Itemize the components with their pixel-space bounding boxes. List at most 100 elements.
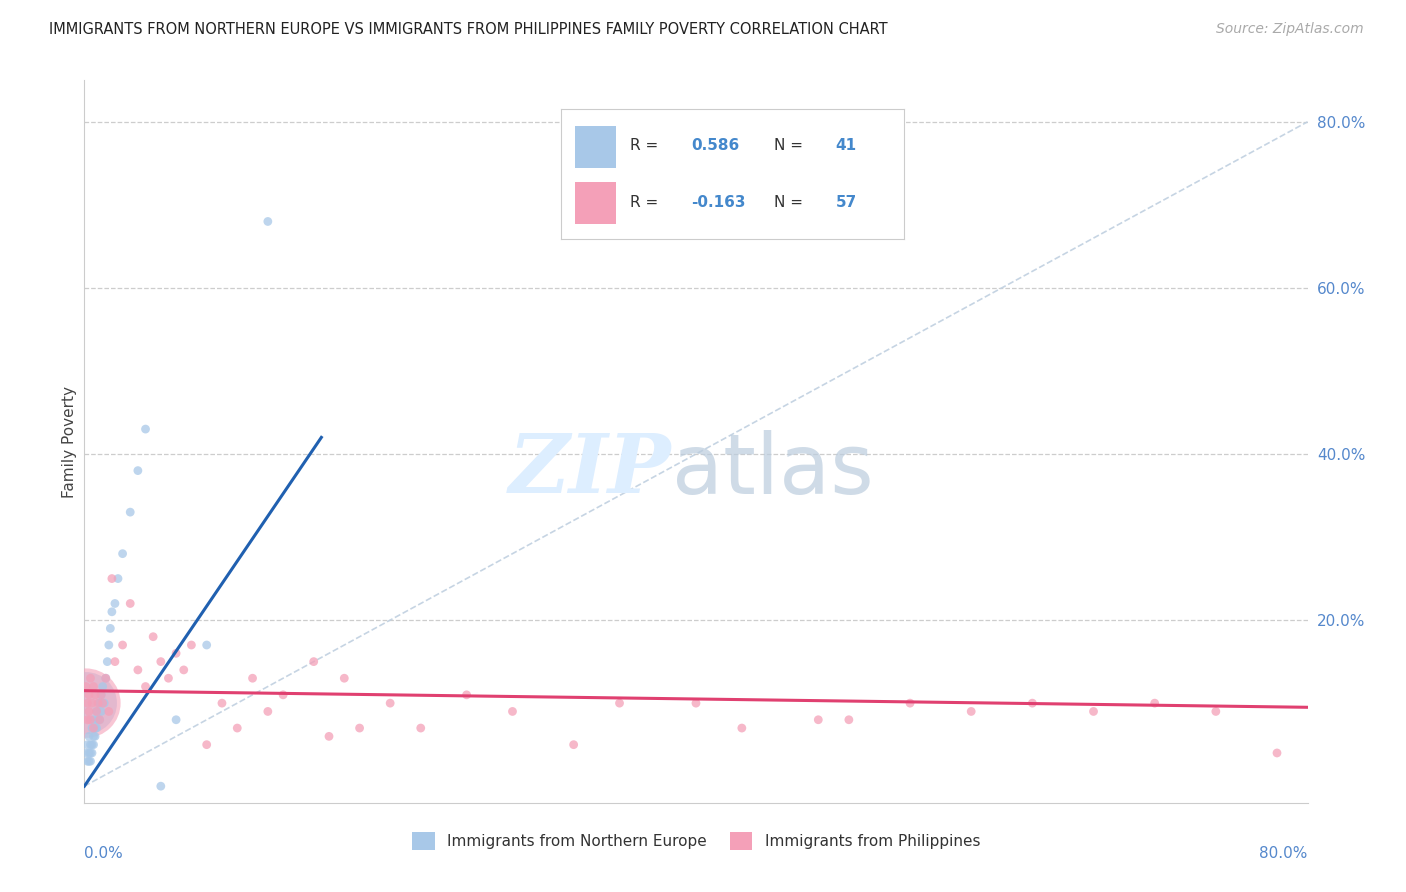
Point	[84, 730, 107, 744]
Point	[242, 671, 264, 685]
Point	[226, 721, 249, 735]
Y-axis label: Family Poverty: Family Poverty	[62, 385, 77, 498]
Point	[257, 214, 280, 228]
Point	[93, 696, 115, 710]
Point	[86, 705, 108, 719]
Point	[84, 688, 107, 702]
Point	[89, 696, 111, 710]
Point	[91, 680, 114, 694]
Point	[101, 572, 124, 586]
Point	[101, 605, 124, 619]
Point	[609, 696, 631, 710]
Point	[90, 688, 112, 702]
Point	[173, 663, 195, 677]
Point	[94, 671, 117, 685]
Point	[77, 688, 100, 702]
Point	[104, 655, 127, 669]
Point	[89, 713, 111, 727]
Point	[120, 505, 142, 519]
Point	[80, 746, 103, 760]
Point	[79, 754, 101, 768]
Point	[349, 721, 371, 735]
Point	[75, 696, 97, 710]
Point	[1021, 696, 1043, 710]
Point	[83, 738, 105, 752]
Point	[165, 646, 187, 660]
Point	[195, 738, 218, 752]
Point	[149, 779, 172, 793]
Point	[80, 721, 103, 735]
Point	[77, 705, 100, 719]
Point	[149, 655, 172, 669]
Text: ZIP: ZIP	[509, 431, 672, 510]
Point	[97, 705, 120, 719]
Text: 80.0%: 80.0%	[1260, 847, 1308, 861]
Point	[180, 638, 202, 652]
Point	[456, 688, 478, 702]
Point	[380, 696, 402, 710]
Point	[86, 705, 108, 719]
Point	[1143, 696, 1166, 710]
Point	[127, 663, 149, 677]
Point	[111, 638, 134, 652]
Point	[83, 721, 105, 735]
Point	[731, 721, 754, 735]
Point	[90, 688, 112, 702]
Point	[77, 754, 100, 768]
Point	[77, 730, 100, 744]
Point	[79, 671, 101, 685]
Point	[89, 713, 111, 727]
Point	[195, 638, 218, 652]
Point	[98, 621, 121, 635]
Point	[211, 696, 233, 710]
Point	[1083, 705, 1105, 719]
Point	[960, 705, 983, 719]
Point	[127, 464, 149, 478]
Point	[96, 655, 118, 669]
Point	[83, 730, 105, 744]
Point	[838, 713, 860, 727]
Point	[90, 705, 112, 719]
Point	[120, 597, 142, 611]
Point	[271, 688, 294, 702]
Point	[135, 680, 157, 694]
Point	[562, 738, 585, 752]
Point	[87, 696, 110, 710]
Point	[79, 746, 101, 760]
Point	[107, 572, 129, 586]
Point	[135, 422, 157, 436]
Point	[87, 713, 110, 727]
Point	[97, 638, 120, 652]
Point	[75, 746, 97, 760]
Point	[76, 754, 98, 768]
Point	[83, 680, 105, 694]
Point	[94, 671, 117, 685]
Point	[80, 696, 103, 710]
Point	[1205, 705, 1227, 719]
Point	[76, 696, 98, 710]
Point	[898, 696, 921, 710]
Point	[83, 713, 105, 727]
Point	[76, 713, 98, 727]
Point	[165, 713, 187, 727]
Legend: Immigrants from Northern Europe, Immigrants from Philippines: Immigrants from Northern Europe, Immigra…	[406, 826, 986, 856]
Point	[1265, 746, 1288, 760]
Point	[86, 721, 108, 735]
Point	[104, 597, 127, 611]
Point	[111, 547, 134, 561]
Point	[77, 746, 100, 760]
Point	[79, 713, 101, 727]
Text: IMMIGRANTS FROM NORTHERN EUROPE VS IMMIGRANTS FROM PHILIPPINES FAMILY POVERTY CO: IMMIGRANTS FROM NORTHERN EUROPE VS IMMIG…	[49, 22, 887, 37]
Point	[80, 738, 103, 752]
Point	[75, 680, 97, 694]
Point	[142, 630, 165, 644]
Point	[502, 705, 524, 719]
Point	[333, 671, 356, 685]
Point	[157, 671, 180, 685]
Point	[84, 721, 107, 735]
Point	[318, 730, 340, 744]
Point	[685, 696, 707, 710]
Point	[807, 713, 830, 727]
Point	[302, 655, 325, 669]
Point	[409, 721, 432, 735]
